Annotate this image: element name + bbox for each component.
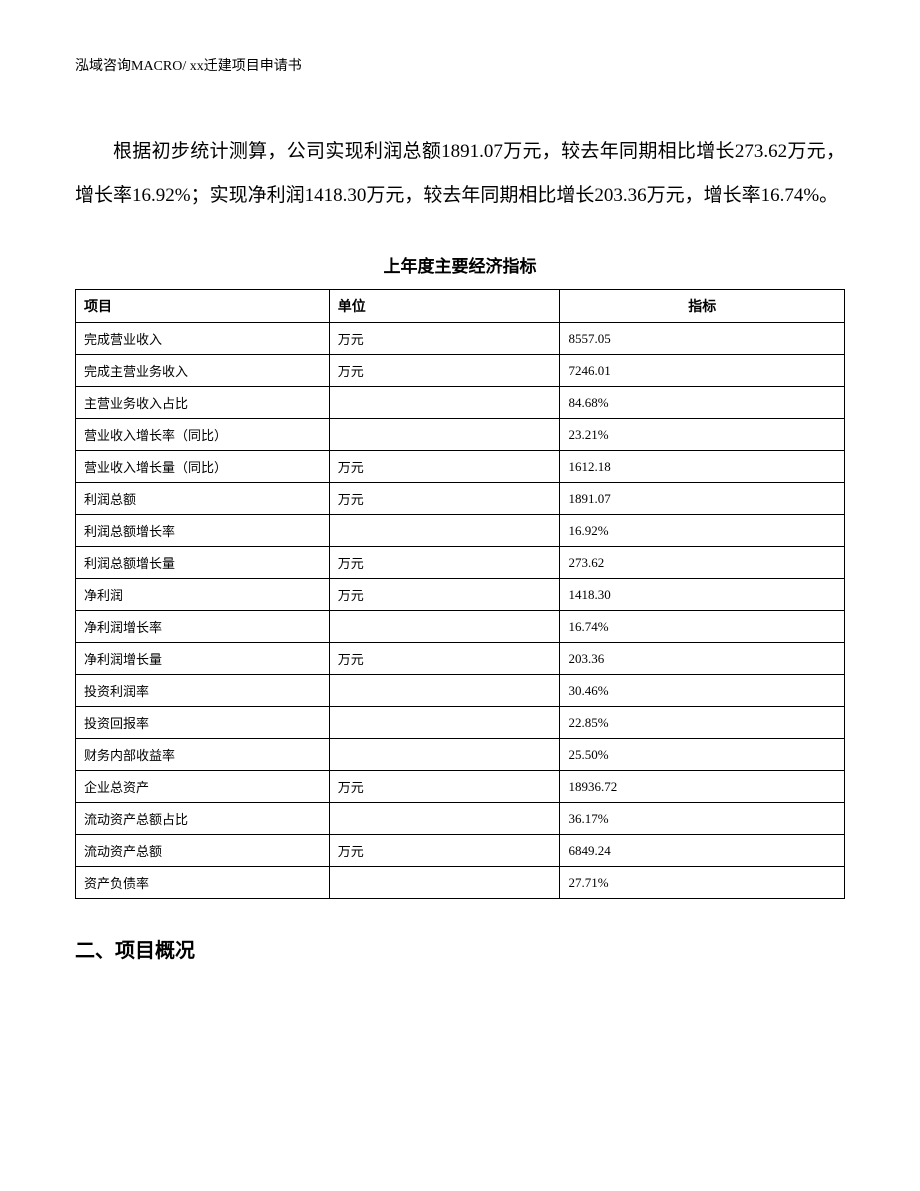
table-row: 营业收入增长率（同比） 23.21% — [76, 419, 845, 451]
table-cell — [329, 803, 560, 835]
table-cell: 8557.05 — [560, 323, 845, 355]
table-cell: 36.17% — [560, 803, 845, 835]
table-cell — [329, 739, 560, 771]
table-title: 上年度主要经济指标 — [75, 252, 845, 277]
table-cell: 企业总资产 — [76, 771, 330, 803]
table-cell: 万元 — [329, 579, 560, 611]
table-cell: 16.74% — [560, 611, 845, 643]
table-cell: 利润总额增长率 — [76, 515, 330, 547]
table-cell: 营业收入增长量（同比） — [76, 451, 330, 483]
table-cell: 营业收入增长率（同比） — [76, 419, 330, 451]
table-cell: 完成主营业务收入 — [76, 355, 330, 387]
table-cell: 16.92% — [560, 515, 845, 547]
table-row: 完成营业收入 万元 8557.05 — [76, 323, 845, 355]
table-cell: 投资利润率 — [76, 675, 330, 707]
table-cell: 净利润增长量 — [76, 643, 330, 675]
table-cell: 万元 — [329, 771, 560, 803]
column-header-indicator: 指标 — [560, 290, 845, 323]
table-cell: 万元 — [329, 323, 560, 355]
table-cell: 万元 — [329, 451, 560, 483]
table-row: 企业总资产 万元 18936.72 — [76, 771, 845, 803]
table-row: 利润总额增长率 16.92% — [76, 515, 845, 547]
table-row: 流动资产总额占比 36.17% — [76, 803, 845, 835]
table-cell — [329, 707, 560, 739]
table-cell: 25.50% — [560, 739, 845, 771]
table-cell — [329, 611, 560, 643]
table-cell: 投资回报率 — [76, 707, 330, 739]
table-cell: 22.85% — [560, 707, 845, 739]
table-row: 投资回报率 22.85% — [76, 707, 845, 739]
table-row: 净利润增长量 万元 203.36 — [76, 643, 845, 675]
economic-indicators-table: 项目 单位 指标 完成营业收入 万元 8557.05 完成主营业务收入 万元 7… — [75, 289, 845, 899]
table-cell: 财务内部收益率 — [76, 739, 330, 771]
table-cell: 203.36 — [560, 643, 845, 675]
table-row: 利润总额增长量 万元 273.62 — [76, 547, 845, 579]
table-cell: 273.62 — [560, 547, 845, 579]
table-row: 净利润 万元 1418.30 — [76, 579, 845, 611]
column-header-unit: 单位 — [329, 290, 560, 323]
table-cell: 利润总额增长量 — [76, 547, 330, 579]
table-cell: 完成营业收入 — [76, 323, 330, 355]
table-cell — [329, 515, 560, 547]
table-cell: 万元 — [329, 355, 560, 387]
table-cell — [329, 867, 560, 899]
table-cell: 30.46% — [560, 675, 845, 707]
table-cell: 主营业务收入占比 — [76, 387, 330, 419]
table-cell: 27.71% — [560, 867, 845, 899]
table-row: 资产负债率 27.71% — [76, 867, 845, 899]
table-cell — [329, 387, 560, 419]
table-cell: 18936.72 — [560, 771, 845, 803]
table-cell: 流动资产总额 — [76, 835, 330, 867]
table-cell: 万元 — [329, 483, 560, 515]
table-cell: 1891.07 — [560, 483, 845, 515]
table-row: 主营业务收入占比 84.68% — [76, 387, 845, 419]
table-cell — [329, 419, 560, 451]
table-cell: 万元 — [329, 547, 560, 579]
table-cell: 资产负债率 — [76, 867, 330, 899]
table-cell: 利润总额 — [76, 483, 330, 515]
table-cell — [329, 675, 560, 707]
table-cell: 1612.18 — [560, 451, 845, 483]
table-body: 完成营业收入 万元 8557.05 完成主营业务收入 万元 7246.01 主营… — [76, 323, 845, 899]
table-cell: 6849.24 — [560, 835, 845, 867]
table-cell: 万元 — [329, 643, 560, 675]
table-row: 流动资产总额 万元 6849.24 — [76, 835, 845, 867]
column-header-project: 项目 — [76, 290, 330, 323]
table-cell: 净利润增长率 — [76, 611, 330, 643]
table-row: 完成主营业务收入 万元 7246.01 — [76, 355, 845, 387]
table-cell: 万元 — [329, 835, 560, 867]
table-cell: 流动资产总额占比 — [76, 803, 330, 835]
table-row: 投资利润率 30.46% — [76, 675, 845, 707]
table-cell: 净利润 — [76, 579, 330, 611]
table-cell: 23.21% — [560, 419, 845, 451]
table-cell: 1418.30 — [560, 579, 845, 611]
table-cell: 7246.01 — [560, 355, 845, 387]
table-row: 财务内部收益率 25.50% — [76, 739, 845, 771]
page-header: 泓域咨询MACRO/ xx迁建项目申请书 — [75, 55, 845, 75]
table-header-row: 项目 单位 指标 — [76, 290, 845, 323]
section-title: 二、项目概况 — [75, 934, 845, 963]
table-cell: 84.68% — [560, 387, 845, 419]
table-row: 利润总额 万元 1891.07 — [76, 483, 845, 515]
table-row: 净利润增长率 16.74% — [76, 611, 845, 643]
table-row: 营业收入增长量（同比） 万元 1612.18 — [76, 451, 845, 483]
body-paragraph: 根据初步统计测算，公司实现利润总额1891.07万元，较去年同期相比增长273.… — [75, 130, 845, 217]
